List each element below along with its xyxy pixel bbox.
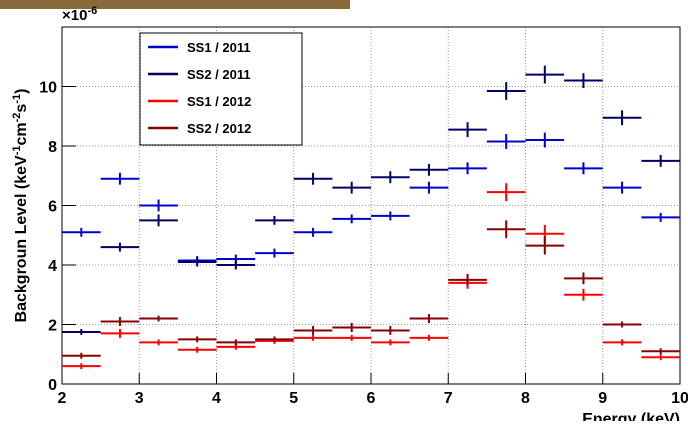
chart: ×10-6 02468102345678910Energy (keV)Backg… <box>0 0 688 421</box>
y-tick-label: 8 <box>48 139 57 156</box>
y-tick-label: 2 <box>48 318 57 335</box>
y-axis-label-part: Backgroun Level (keV <box>13 155 30 323</box>
y-multiplier: ×10-6 <box>62 5 97 24</box>
y-axis-label-sup: -2 <box>11 113 23 123</box>
y-tick-label: 10 <box>39 80 57 97</box>
legend-label: SS2 / 2011 <box>187 67 251 82</box>
y-axis-label-part: ) <box>13 89 30 94</box>
y-tick-label: 4 <box>48 258 57 275</box>
x-tick-label: 4 <box>212 390 221 407</box>
y-axis-label: Backgroun Level (keV-1cm-2s-1) <box>11 89 30 323</box>
y-axis-label-sup: -1 <box>11 145 23 155</box>
legend-label: SS1 / 2011 <box>187 40 251 55</box>
y-tick-label: 6 <box>48 199 57 216</box>
x-tick-label: 10 <box>671 390 688 407</box>
x-tick-label: 3 <box>135 390 144 407</box>
x-axis-label: Energy (keV) <box>582 411 680 421</box>
x-tick-label: 9 <box>598 390 607 407</box>
y-axis-label-sup: -1 <box>11 94 23 104</box>
y-axis-label-part: cm <box>13 122 30 145</box>
x-tick-label: 5 <box>289 390 298 407</box>
y-multiplier-base: ×10 <box>62 7 87 24</box>
x-tick-label: 8 <box>521 390 530 407</box>
legend-label: SS2 / 2012 <box>187 121 251 136</box>
legend-label: SS1 / 2012 <box>187 94 251 109</box>
x-tick-label: 2 <box>58 390 67 407</box>
y-multiplier-exponent: -6 <box>87 5 97 17</box>
x-tick-label: 7 <box>444 390 453 407</box>
photo-fragment <box>0 0 350 9</box>
y-axis-label-part: s <box>13 104 30 113</box>
x-tick-label: 6 <box>367 390 376 407</box>
y-tick-label: 0 <box>48 377 57 394</box>
